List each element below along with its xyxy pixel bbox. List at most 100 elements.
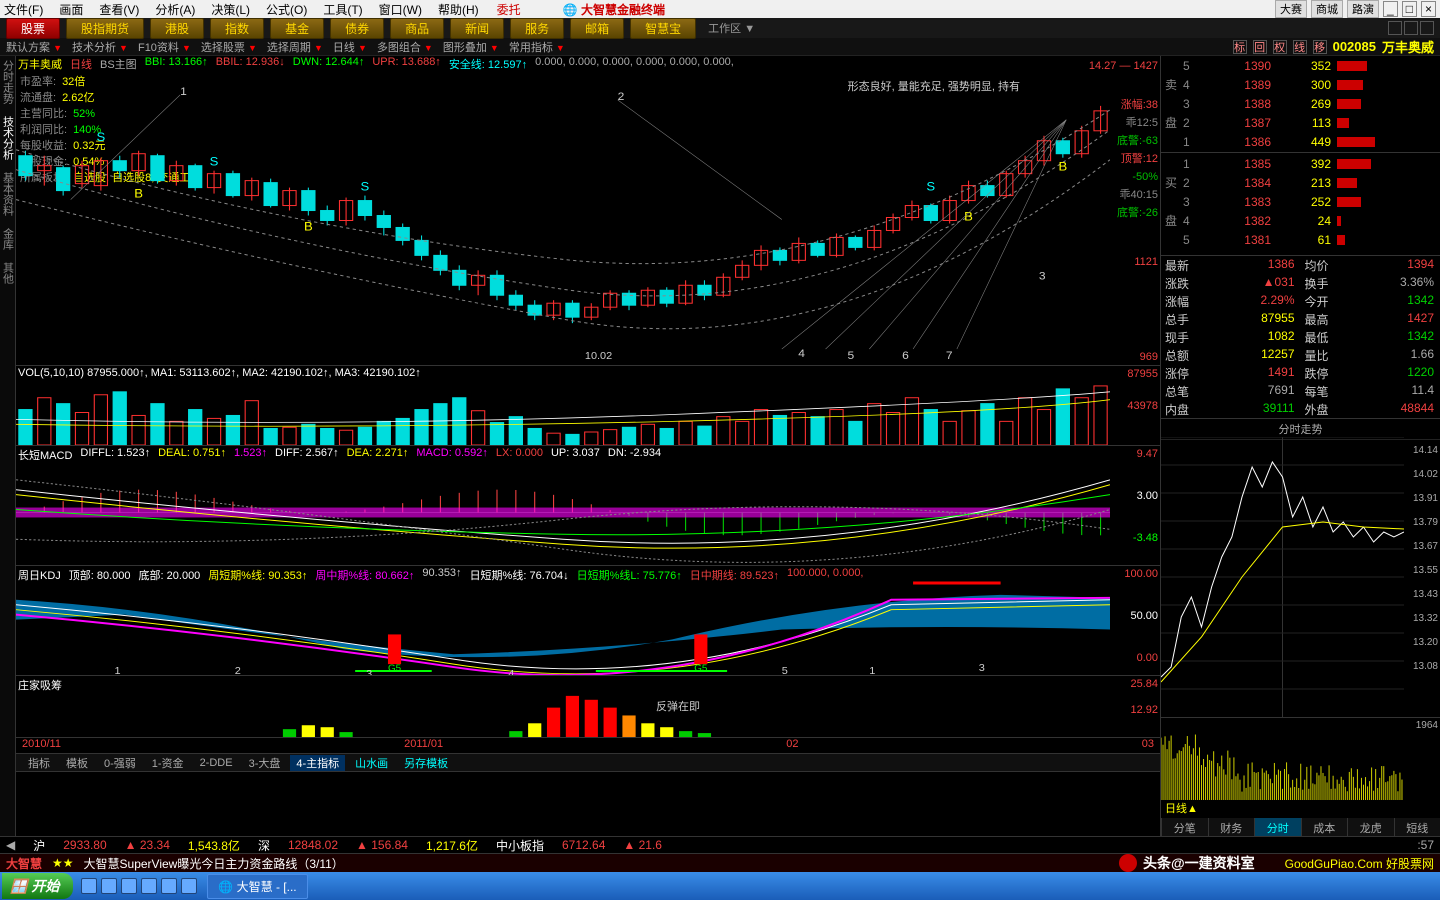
ql-icon[interactable]	[121, 878, 137, 894]
minitab-分时[interactable]: 分时	[1254, 818, 1301, 836]
ql-icon[interactable]	[81, 878, 97, 894]
leftnav-其他[interactable]: 其他	[0, 262, 16, 284]
taskbar-item[interactable]: 🌐 大智慧 - [...	[207, 874, 307, 899]
sub-图形叠加[interactable]: 图形叠加 ▼	[443, 39, 499, 55]
right-sidebar: 51390352卖4138930031388269盘21387113113864…	[1160, 56, 1440, 836]
minitab-分笔[interactable]: 分笔	[1161, 818, 1208, 836]
macd-panel[interactable]: 长短MACDDIFFL: 1.523↑DEAL: 0.751↑1.523↑DIF…	[16, 446, 1160, 566]
ob-row: 买21384213	[1161, 173, 1440, 192]
leftnav-基本资料[interactable]: 基本资料	[0, 172, 16, 216]
toolbar-邮箱[interactable]: 邮箱	[570, 18, 624, 39]
app-brand: 🌐 大智慧金融终端	[563, 1, 665, 18]
tab-指标[interactable]: 指标	[22, 755, 56, 771]
news-headline[interactable]: 大智慧SuperView曝光今日主力资金路线（3/11）	[84, 855, 344, 872]
toolbar-债券[interactable]: 债券	[330, 18, 384, 39]
tab-山水画[interactable]: 山水画	[349, 755, 394, 771]
toolbar-服务[interactable]: 服务	[510, 18, 564, 39]
svg-text:S: S	[210, 155, 219, 168]
sub-默认方案[interactable]: 默认方案 ▼	[6, 39, 62, 55]
toolbar-股票[interactable]: 股票	[6, 18, 60, 39]
menu-formula[interactable]: 公式(O)	[266, 1, 307, 18]
ql-icon[interactable]	[141, 878, 157, 894]
leftnav-金库[interactable]: 金库	[0, 228, 16, 250]
tab-3-大盘[interactable]: 3-大盘	[243, 755, 287, 771]
start-button[interactable]: 🪟 开始	[2, 873, 73, 899]
zhuangjia-panel[interactable]: 庄家吸筹 反弹在即 25.8412.92	[16, 676, 1160, 738]
toolbar-新闻[interactable]: 新闻	[450, 18, 504, 39]
toolbar-股指期货[interactable]: 股指期货	[66, 18, 144, 39]
wk-close-icon[interactable]	[1420, 21, 1434, 35]
ql-icon[interactable]	[181, 878, 197, 894]
box-yi[interactable]: 移	[1313, 40, 1327, 54]
toolbar-港股[interactable]: 港股	[150, 18, 204, 39]
sub-选择周期[interactable]: 选择周期 ▼	[267, 39, 323, 55]
sub-多图组合[interactable]: 多图组合 ▼	[377, 39, 433, 55]
candlestick-panel[interactable]: 万丰奥威 日线 BS主图 BBI: 13.166↑ BBIL: 12.936↓ …	[16, 56, 1160, 366]
menu-window[interactable]: 窗口(W)	[379, 1, 422, 18]
minitab-短线[interactable]: 短线	[1394, 818, 1440, 836]
minitab-财务[interactable]: 财务	[1208, 818, 1255, 836]
ticker-prev-icon[interactable]: ◀	[6, 838, 15, 852]
menu-file[interactable]: 文件(F)	[4, 1, 43, 18]
ql-icon[interactable]	[101, 878, 117, 894]
mini-tabs: 分笔财务分时成本龙虎短线	[1161, 818, 1440, 836]
toolbar-商品[interactable]: 商品	[390, 18, 444, 39]
toolbar-智慧宝[interactable]: 智慧宝	[630, 18, 696, 39]
sub-技术分析[interactable]: 技术分析 ▼	[72, 39, 128, 55]
svg-text:3: 3	[1039, 271, 1046, 282]
menu-help[interactable]: 帮助(H)	[438, 1, 479, 18]
sub-日线[interactable]: 日线 ▼	[333, 39, 367, 55]
leftnav-分时走势[interactable]: 分时走势	[0, 60, 16, 104]
minitab-龙虎[interactable]: 龙虎	[1347, 818, 1394, 836]
tab-2-DDE[interactable]: 2-DDE	[194, 757, 239, 769]
tab-1-资金[interactable]: 1-资金	[146, 755, 190, 771]
ob-row: 11385392	[1161, 154, 1440, 173]
day-label: 日线▲	[1165, 800, 1198, 816]
btn-contest[interactable]: 大赛	[1275, 0, 1307, 18]
minitab-成本[interactable]: 成本	[1301, 818, 1348, 836]
quote-stats: 最新1386均价1394涨跌▲031换手3.36%涨幅2.29%今开1342总手…	[1161, 256, 1440, 419]
tab-模板[interactable]: 模板	[60, 755, 94, 771]
quick-launch[interactable]	[81, 878, 197, 894]
entrust-link[interactable]: 委托	[495, 1, 523, 18]
btn-roadshow[interactable]: 路演	[1347, 0, 1379, 18]
workspace-label[interactable]: 工作区 ▼	[708, 20, 755, 36]
window-minimize-icon[interactable]: _	[1383, 1, 1398, 17]
ql-icon[interactable]	[161, 878, 177, 894]
star-icon: ★★	[52, 856, 74, 870]
leftnav-技术分析[interactable]: 技术分析	[0, 116, 16, 160]
sub-F10资料[interactable]: F10资料 ▼	[138, 39, 191, 55]
svg-text:1: 1	[869, 666, 875, 675]
box-biao[interactable]: 标	[1233, 40, 1247, 54]
svg-text:7: 7	[946, 350, 953, 361]
btn-mall[interactable]: 商城	[1311, 0, 1343, 18]
price-high: 14.27 — 1427	[1089, 60, 1158, 72]
toolbar-指数[interactable]: 指数	[210, 18, 264, 39]
window-close-icon[interactable]: ×	[1421, 1, 1436, 17]
time-axis: 2010/112011/010203	[16, 738, 1160, 754]
box-quan[interactable]: 权	[1273, 40, 1287, 54]
ticker-time: :57	[1417, 838, 1434, 852]
tab-另存模板[interactable]: 另存模板	[398, 755, 454, 771]
wk-max-icon[interactable]	[1404, 21, 1418, 35]
wk-min-icon[interactable]	[1388, 21, 1402, 35]
menu-decision[interactable]: 决策(L)	[211, 1, 250, 18]
intraday-chart[interactable]: 分时走势 14.1414.0213.9113.7913.6713.5513.43…	[1161, 419, 1440, 718]
sub-选择股票[interactable]: 选择股票 ▼	[201, 39, 257, 55]
menu-screen[interactable]: 画面	[59, 1, 83, 18]
sub-常用指标[interactable]: 常用指标 ▼	[509, 39, 565, 55]
menu-analyze[interactable]: 分析(A)	[155, 1, 195, 18]
stock-code: 002085	[1333, 39, 1376, 54]
svg-text:S: S	[926, 180, 935, 193]
toolbar-基金[interactable]: 基金	[270, 18, 324, 39]
menu-view[interactable]: 查看(V)	[99, 1, 139, 18]
box-hui[interactable]: 回	[1253, 40, 1267, 54]
volume-panel[interactable]: VOL(5,10,10) 87955.000↑, MA1: 53113.602↑…	[16, 366, 1160, 446]
box-xian[interactable]: 线	[1293, 40, 1307, 54]
tab-0-强弱[interactable]: 0-强弱	[98, 755, 142, 771]
kdj-panel[interactable]: 周日KDJ顶部: 80.000底部: 20.000周短期%线: 90.353↑周…	[16, 566, 1160, 676]
tab-4-主指标[interactable]: 4-主指标	[290, 755, 345, 771]
menu-tools[interactable]: 工具(T)	[323, 1, 362, 18]
ob-row: 31388269	[1161, 94, 1440, 113]
window-maximize-icon[interactable]: □	[1402, 1, 1417, 17]
